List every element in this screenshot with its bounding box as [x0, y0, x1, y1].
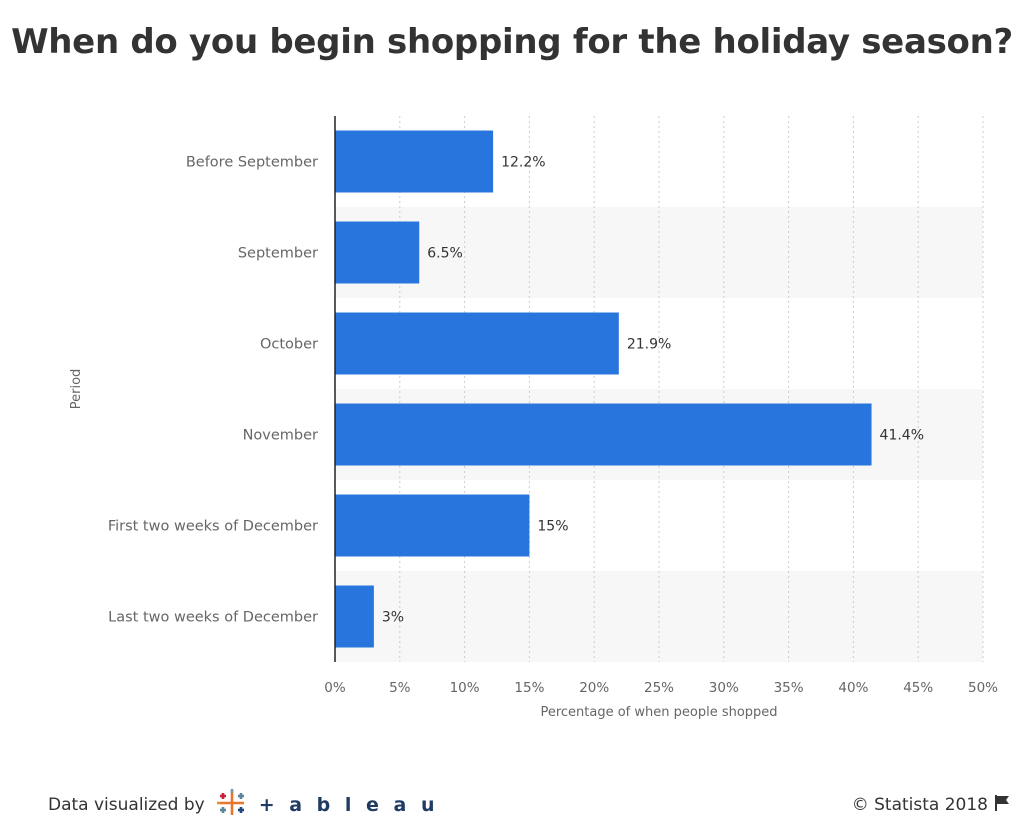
bar-value-label: 3% [382, 610, 404, 626]
x-tick-label: 20% [579, 680, 609, 696]
gridlines [399, 116, 984, 662]
x-tick-labels: 0% 5% 10% 15% 20% 25% 30% 35% 40% 45% 50% [324, 680, 998, 696]
data-visualized-by-text: Data visualized by [48, 795, 205, 815]
category-label: Before September [186, 155, 318, 171]
x-tick-label: 35% [774, 680, 804, 696]
x-tick-label: 0% [324, 680, 346, 696]
tableau-logo-icon[interactable] [215, 788, 249, 822]
category-label: Last two weeks of December [108, 610, 318, 626]
x-tick-label: 15% [514, 680, 544, 696]
tableau-wordmark[interactable]: + a b l e a u [258, 794, 439, 816]
value-labels: 12.2% 6.5% 21.9% 41.4% 15% 3% [382, 155, 924, 626]
bar-value-label: 41.4% [880, 428, 924, 444]
footer-copyright: © Statista 2018 [852, 790, 1010, 820]
category-labels: Before September September October November… [108, 155, 318, 626]
x-tick-label: 40% [838, 680, 868, 696]
x-tick-label: 5% [389, 680, 411, 696]
bar-chart: 12.2% 6.5% 21.9% 41.4% 15% 3% Before Septembe… [69, 116, 998, 720]
x-tick-label: 30% [709, 680, 739, 696]
footer-attribution: Data visualized by + a b l e a u [48, 788, 439, 822]
category-label: October [260, 337, 318, 353]
bar[interactable] [335, 585, 374, 648]
bar-value-label: 21.9% [627, 337, 671, 353]
bars [335, 130, 872, 648]
category-label: September [238, 246, 318, 262]
category-label: November [243, 428, 318, 444]
x-tick-label: 45% [903, 680, 933, 696]
category-label: First two weeks of December [108, 519, 318, 535]
flag-icon[interactable] [994, 794, 1010, 816]
x-tick-label: 10% [450, 680, 480, 696]
bar[interactable] [335, 494, 530, 557]
y-axis-label: Period [69, 369, 84, 410]
x-axis-label: Percentage of when people shopped [540, 705, 777, 720]
bar-value-label: 6.5% [427, 246, 463, 262]
bar-value-label: 12.2% [501, 155, 545, 171]
bar-value-label: 15% [537, 519, 568, 535]
bar[interactable] [335, 312, 619, 375]
bar[interactable] [335, 221, 420, 284]
bar[interactable] [335, 130, 494, 193]
copyright-text[interactable]: © Statista 2018 [851, 795, 988, 815]
x-tick-label: 50% [968, 680, 998, 696]
chart-title: When do you begin shopping for the holid… [11, 22, 1013, 62]
bar[interactable] [335, 403, 872, 466]
x-tick-label: 25% [644, 680, 674, 696]
